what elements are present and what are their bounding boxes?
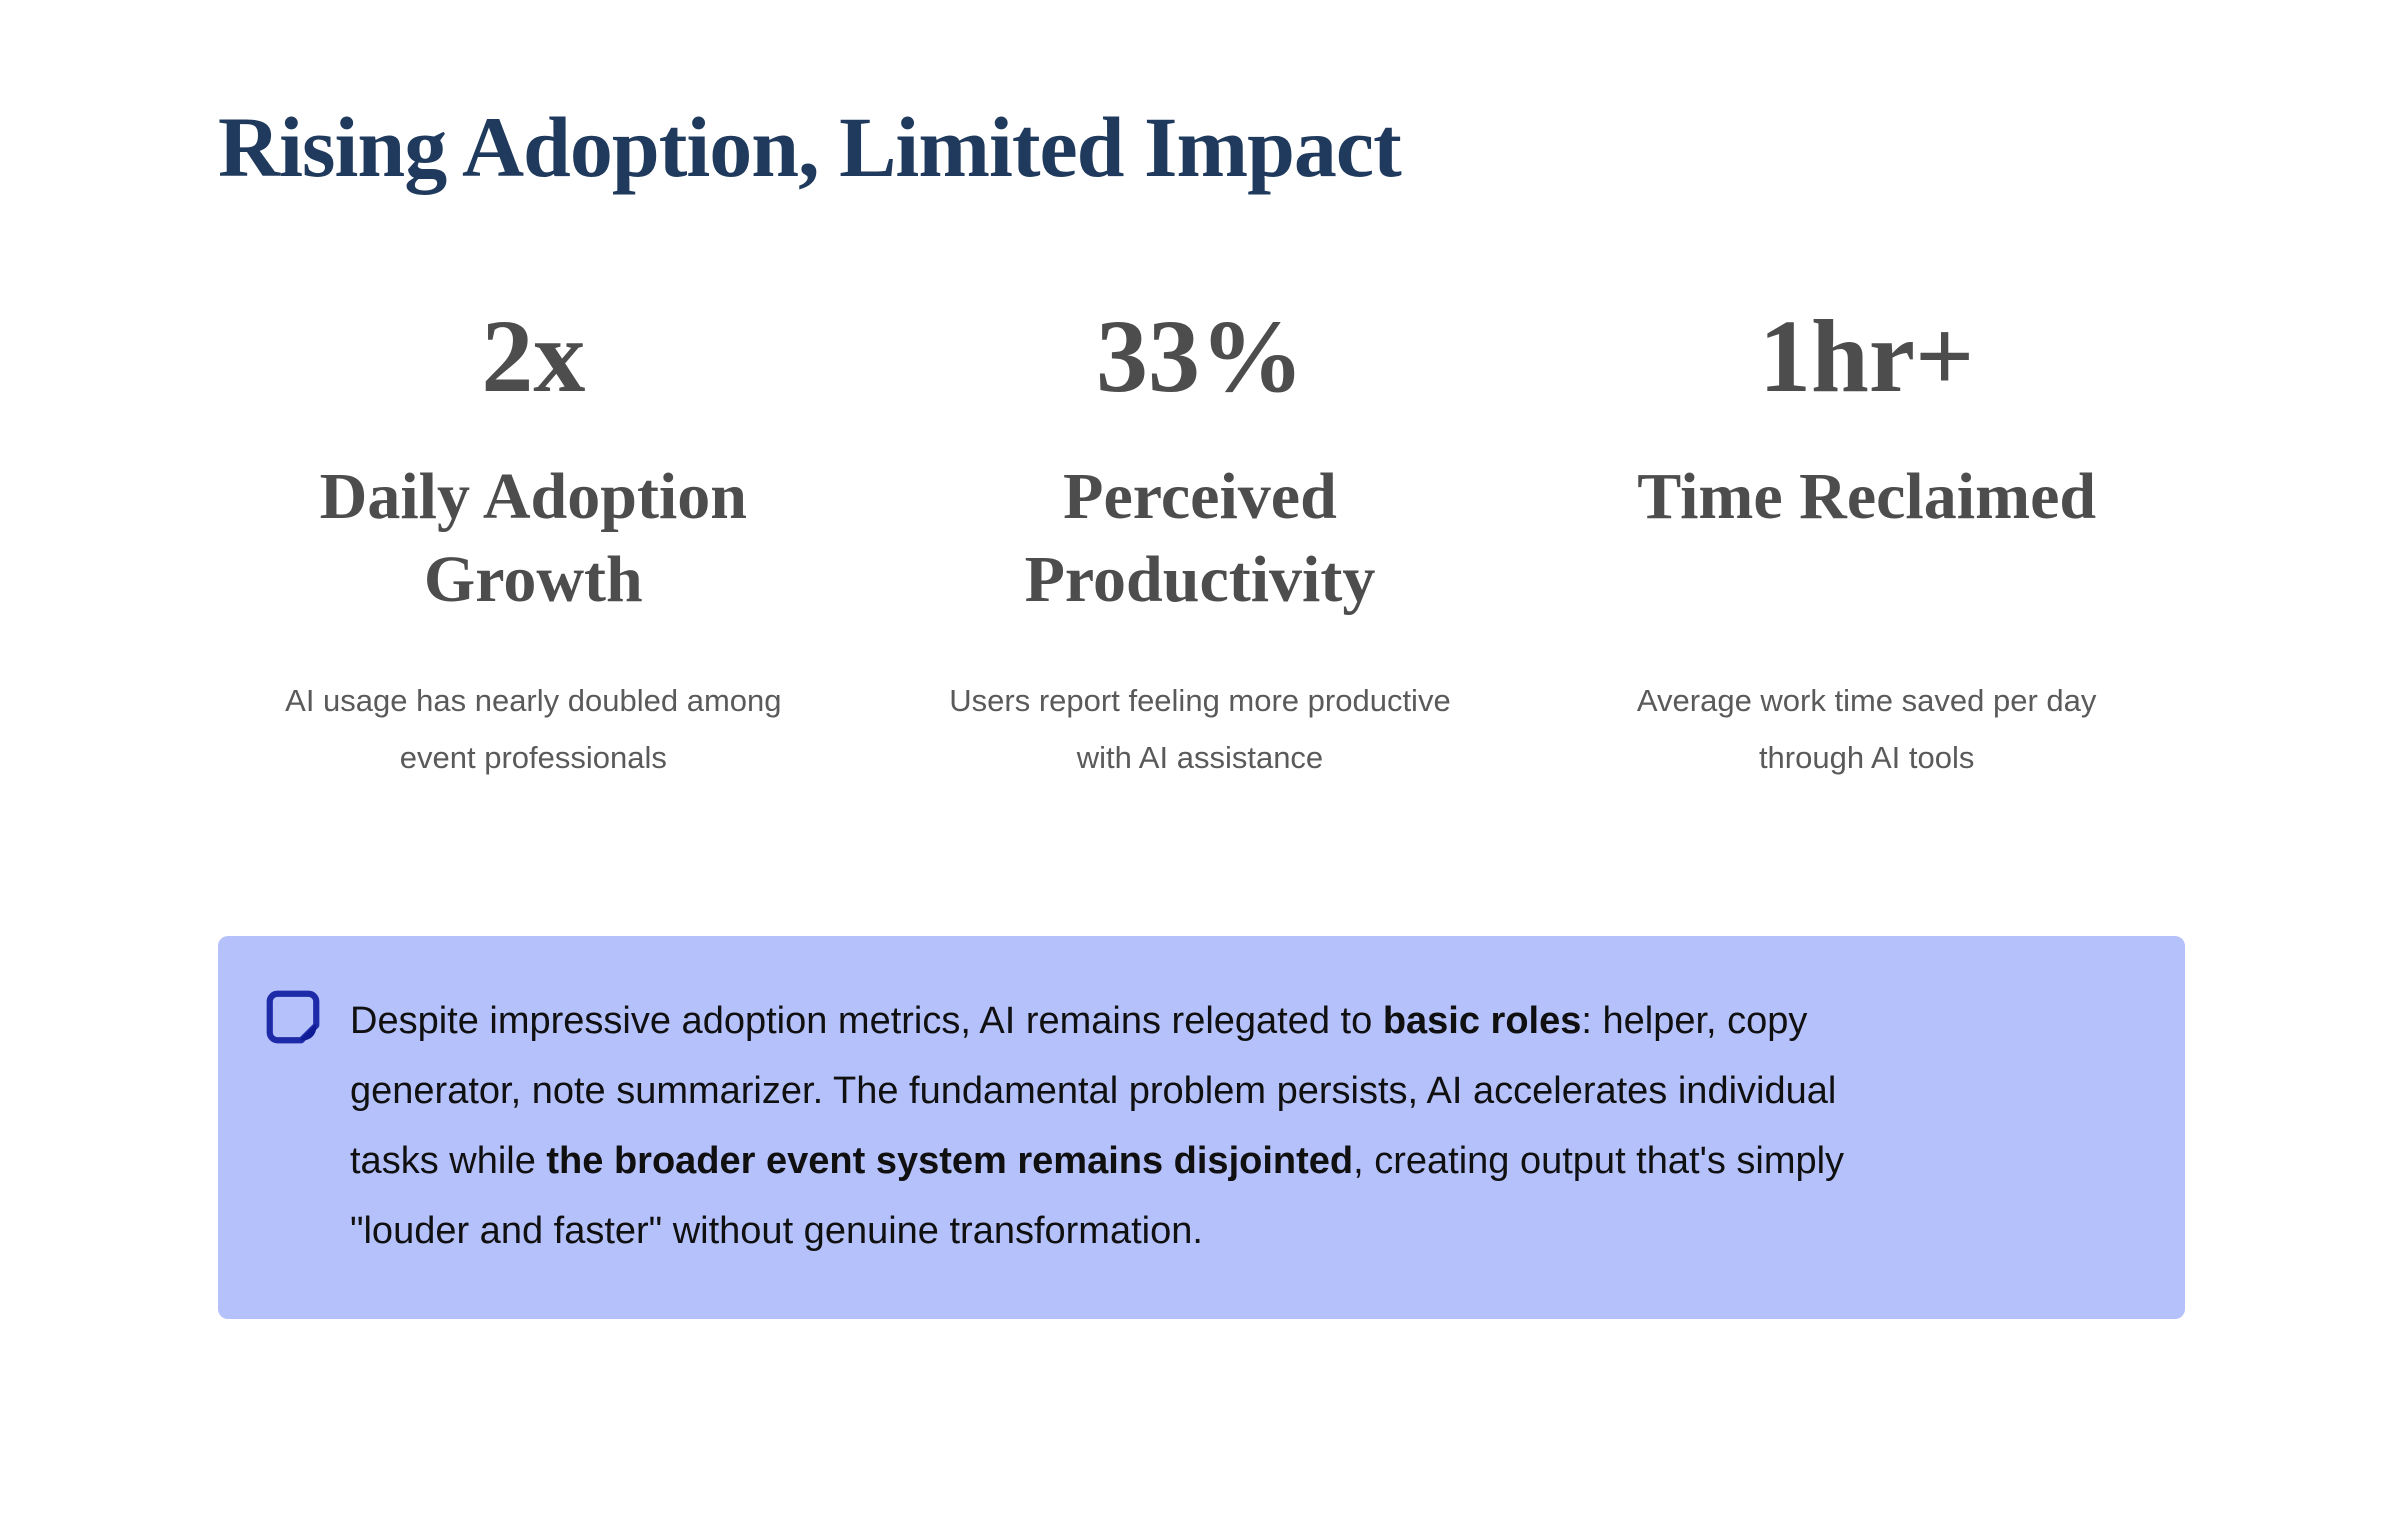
note-icon — [262, 986, 324, 1048]
callout-panel: Despite impressive adoption metrics, AI … — [218, 935, 2185, 1319]
stat-label: Time Reclaimed — [1637, 459, 2097, 533]
stat-label: Perceived Productivity — [1024, 459, 1376, 616]
callout-text-run: basic roles — [1382, 999, 1582, 1042]
stat-card-daily-adoption-growth: 2x Daily Adoption Growth AI usage has ne… — [200, 299, 867, 786]
stat-value: 1hr+ — [1759, 299, 1975, 415]
stat-value: 33% — [1095, 299, 1304, 415]
slide: Rising Adoption, Limited Impact 2x Daily… — [0, 96, 2400, 1319]
callout-text-run: : helper, copy generator, note summarize… — [350, 999, 1837, 1182]
stat-description: AI usage has nearly doubled among event … — [285, 682, 782, 775]
stats-row: 2x Daily Adoption Growth AI usage has ne… — [200, 299, 2200, 786]
stat-card-time-reclaimed: 1hr+ Time Reclaimed Average work time sa… — [1533, 299, 2200, 786]
stat-card-perceived-productivity: 33% Perceived Productivity Users report … — [867, 299, 1534, 786]
stat-label: Daily Adoption Growth — [319, 459, 747, 616]
callout-text-run: the broader event system remains disjoin… — [546, 1139, 1354, 1182]
stat-value: 2x — [481, 299, 586, 415]
page-title: Rising Adoption, Limited Impact — [218, 99, 1402, 195]
stat-description: Users report feeling more productive wit… — [949, 682, 1451, 775]
stat-description: Average work time saved per day through … — [1636, 682, 2097, 775]
callout-text-run: Despite impressive adoption metrics, AI … — [350, 999, 1383, 1042]
callout-text-run: , creating output that's simply "louder … — [350, 1139, 1845, 1252]
callout-text: Despite impressive adoption metrics, AI … — [350, 986, 1844, 1266]
